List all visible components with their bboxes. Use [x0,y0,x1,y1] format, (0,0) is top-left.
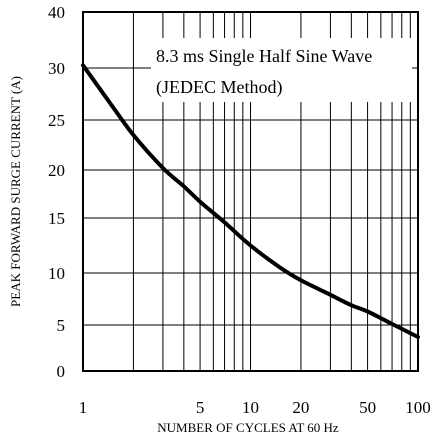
y-tick-label: 10 [48,264,65,283]
y-tick-label: 30 [48,59,65,78]
y-tick-labels: 0 5 10 15 20 25 30 40 [48,3,65,381]
y-tick-label: 0 [57,362,66,381]
x-tick-label: 20 [292,398,309,417]
x-tick-label: 5 [196,398,205,417]
y-tick-label: 15 [48,209,65,228]
x-tick-label: 100 [405,398,431,417]
y-tick-label: 20 [48,161,65,180]
series-line [81,63,420,339]
y-tick-label: 40 [48,3,65,22]
y-tick-label: 5 [57,316,66,335]
x-tick-label: 1 [79,398,88,417]
y-tick-label: 25 [48,111,65,130]
annotation-line-1: 8.3 ms Single Half Sine Wave [156,46,372,66]
annotation-box [151,38,412,102]
x-axis-label: NUMBER OF CYCLES AT 60 Hz [157,420,339,435]
y-axis-label: PEAK FORWARD SURGE CURRENT (A) [8,76,23,307]
x-tick-label: 50 [359,398,376,417]
x-tick-label: 10 [242,398,259,417]
x-tick-labels: 1 5 10 20 50 100 [79,398,431,417]
annotation-line-2: (JEDEC Method) [156,77,282,98]
plot-frame [82,11,419,372]
